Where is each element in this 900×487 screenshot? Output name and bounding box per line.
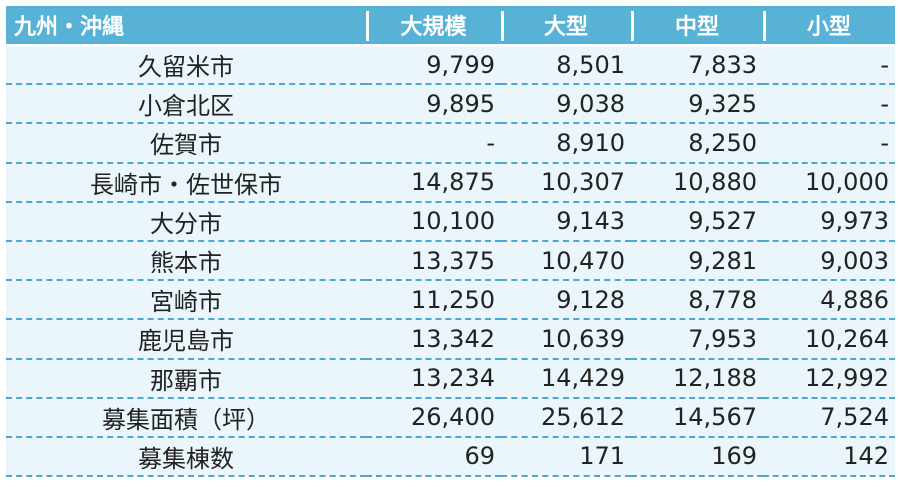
value-cell: 8,250 [631,123,763,164]
header-cell-region: 九州・沖縄 [6,6,366,46]
value-cell: 10,000 [763,162,895,203]
value-cell: 8,501 [501,45,631,86]
row-label-cell: 久留米市 [6,45,366,86]
row-label-cell: 募集面積（坪） [6,397,366,438]
value-cell: 9,973 [763,201,895,242]
value-cell: 8,778 [631,280,763,321]
value-cell: 9,799 [366,45,501,86]
header-cell-small: 小型 [763,6,895,46]
table-row: 長崎市・佐世保市 14,875 10,307 10,880 10,000 [6,162,895,203]
header-cell-large: 大型 [501,6,631,46]
value-cell: 10,470 [501,240,631,282]
column-separator [366,11,369,41]
row-label-cell: 宮崎市 [6,280,366,321]
table-row: 久留米市 9,799 8,501 7,833- [6,45,895,86]
table-row: 宮崎市 11,250 9,128 8,778 4,886 [6,280,895,321]
value-cell: 9,003 [763,240,895,282]
row-label-cell: 那覇市 [6,358,366,399]
header-cell-large-scale: 大規模 [366,6,501,46]
value-cell: 25,612 [501,397,631,438]
table-row: 大分市 10,100 9,143 9,527 9,973 [6,201,895,242]
value-cell: 13,375 [366,240,501,282]
value-cell: 13,342 [366,319,501,360]
header-label: 大規模 [400,15,467,40]
value-cell: 26,400 [366,397,501,438]
value-cell: 12,992 [763,358,895,399]
value-cell: - [763,45,895,86]
value-cell: - [366,123,501,164]
column-separator [763,11,766,41]
column-separator [631,11,634,41]
value-cell: 10,639 [501,319,631,360]
header-label: 中型 [674,15,719,40]
table-row: 熊本市 13,375 10,470 9,281 9,003 [6,240,895,282]
row-label-cell: 大分市 [6,201,366,242]
value-cell: 9,281 [631,240,763,282]
value-cell: 142 [763,436,895,478]
header-label: 大型 [543,15,588,40]
value-cell: - [763,84,895,125]
row-label-cell: 募集棟数 [6,436,366,478]
value-cell: 9,895 [366,84,501,125]
value-cell: 12,188 [631,358,763,399]
data-table: 九州・沖縄 大規模 大型 中型 小型 久留米市 9,799 8,501 7,833- 小… [6,6,895,478]
value-cell: 7,953 [631,319,763,360]
value-cell: 7,833 [631,45,763,86]
value-cell: 9,325 [631,84,763,125]
table-row: 募集面積（坪） 26,400 25,612 14,567 7,524 [6,397,895,438]
row-label-cell: 鹿児島市 [6,319,366,360]
header-label: 小型 [806,15,851,40]
table-row: 佐賀市 -8,910 8,250- [6,123,895,164]
value-cell: 169 [631,436,763,478]
value-cell: 9,128 [501,280,631,321]
row-label-cell: 長崎市・佐世保市 [6,162,366,203]
table-row: 那覇市 13,234 14,429 12,188 12,992 [6,358,895,399]
value-cell: 11,250 [366,280,501,321]
value-cell: 10,307 [501,162,631,203]
header-row: 九州・沖縄 大規模 大型 中型 小型 [6,6,895,46]
value-cell: 9,143 [501,201,631,242]
row-label-cell: 小倉北区 [6,84,366,125]
table-body: 久留米市 9,799 8,501 7,833- 小倉北区 9,895 9,038 9,325-… [6,45,895,478]
value-cell: 9,038 [501,84,631,125]
column-separator [501,11,504,41]
value-cell: 9,527 [631,201,763,242]
value-cell: 14,567 [631,397,763,438]
value-cell: 7,524 [763,397,895,438]
value-cell: 14,429 [501,358,631,399]
table-row: 小倉北区 9,895 9,038 9,325- [6,84,895,125]
value-cell: 13,234 [366,358,501,399]
row-label-cell: 佐賀市 [6,123,366,164]
value-cell: - [763,123,895,164]
value-cell: 8,910 [501,123,631,164]
value-cell: 10,880 [631,162,763,203]
table-row: 募集棟数 69 171 169 142 [6,436,895,478]
value-cell: 10,100 [366,201,501,242]
value-cell: 14,875 [366,162,501,203]
value-cell: 69 [366,436,501,478]
value-cell: 10,264 [763,319,895,360]
value-cell: 4,886 [763,280,895,321]
value-cell: 171 [501,436,631,478]
row-label-cell: 熊本市 [6,240,366,282]
header-label: 九州・沖縄 [14,15,125,40]
table-row: 鹿児島市 13,342 10,639 7,953 10,264 [6,319,895,360]
header-cell-medium: 中型 [631,6,763,46]
